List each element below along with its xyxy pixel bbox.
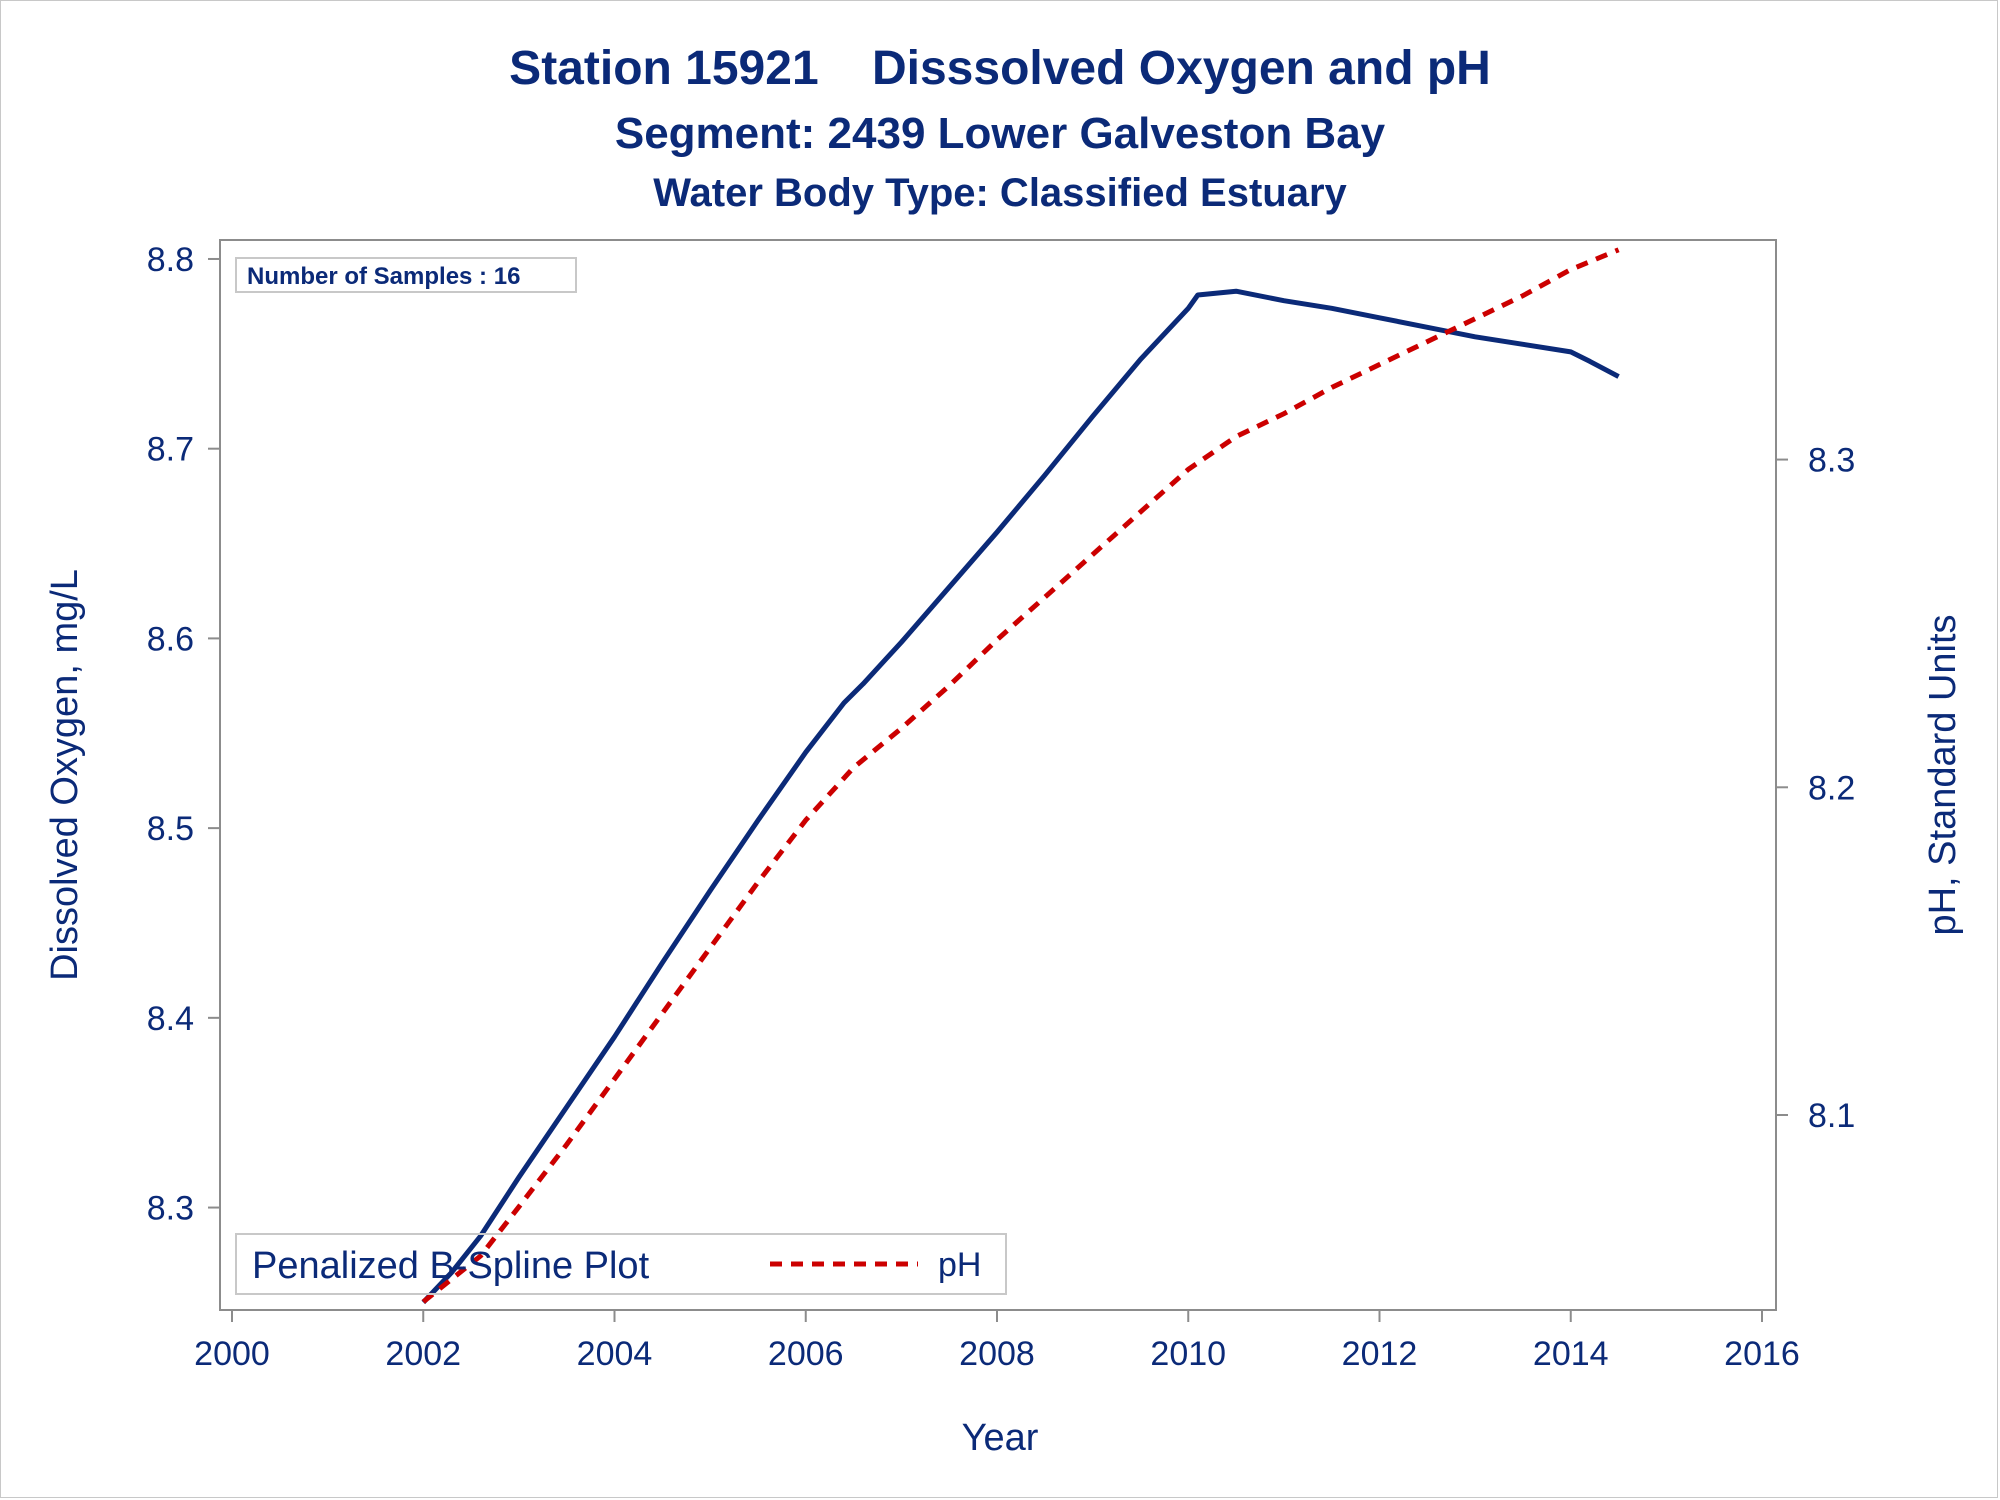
legend-box	[235, 1233, 1007, 1295]
chart-subtitle-waterbody: Water Body Type: Classified Estuary	[653, 171, 1347, 215]
x-axis-label: Year	[962, 1417, 1039, 1459]
samples-inset: Number of Samples : 16	[235, 257, 577, 293]
y-tick-label: 8.5	[147, 810, 194, 848]
x-tick-label: 2004	[577, 1335, 653, 1373]
x-tick-label: 2012	[1342, 1335, 1418, 1373]
y2-tick-label: 8.2	[1808, 769, 1855, 807]
y2-tick-label: 8.1	[1808, 1097, 1855, 1135]
y-axis-label: Dissolved Oxygen, mg/L	[44, 569, 86, 981]
x-tick-label: 2014	[1533, 1335, 1609, 1373]
y2-tick-label: 8.3	[1808, 442, 1855, 480]
y-tick-label: 8.6	[147, 620, 194, 658]
x-tick-label: 2000	[194, 1335, 270, 1373]
x-tick-label: 2008	[959, 1335, 1035, 1373]
chart-subtitle-segment: Segment: 2439 Lower Galveston Bay	[615, 109, 1386, 158]
x-tick-label: 2002	[385, 1335, 461, 1373]
x-tick-label: 2010	[1150, 1335, 1226, 1373]
chart-title: Station 15921 Disssolved Oxygen and pH	[509, 42, 1491, 95]
series-line-dissolved-oxygen	[421, 288, 1620, 1305]
legend: Penalized B-Spline Plot pH	[235, 1233, 1007, 1295]
y-tick-label: 8.3	[147, 1190, 194, 1228]
x-tick-label: 2016	[1724, 1335, 1800, 1373]
samples-inset-box	[235, 257, 577, 293]
x-tick-label: 2006	[768, 1335, 844, 1373]
y2-axis-label: pH, Standard Units	[1922, 614, 1964, 935]
samples-inset-text: Number of Samples : 16	[247, 263, 520, 290]
y-axis-right: 8.1 8.2 8.3	[1776, 442, 1855, 1135]
series-line-ph	[421, 247, 1620, 1304]
legend-label-ph: pH	[938, 1246, 981, 1284]
y-tick-label: 8.8	[147, 241, 194, 279]
y-tick-label: 8.4	[147, 1000, 194, 1038]
y-tick-label: 8.7	[147, 431, 194, 469]
legend-title: Penalized B-Spline Plot	[252, 1245, 650, 1287]
y-axis-left: 8.3 8.4 8.5 8.6 8.7 8.8	[147, 241, 220, 1228]
x-axis: 2000 2002 2004 2006 2008 2010 2012 2014 2016	[194, 1310, 1800, 1373]
plot-area	[219, 239, 1777, 1311]
